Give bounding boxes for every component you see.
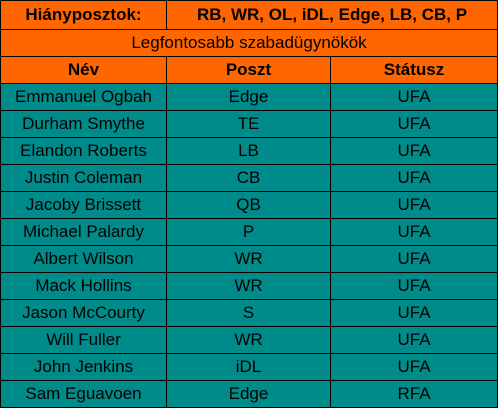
column-header-name: Név [0, 56, 167, 85]
section-title: Legfontosabb szabadügynökök [0, 29, 499, 58]
table-row: Sam Eguavoen Edge RFA [0, 379, 499, 409]
table-row: Jacoby Brissett QB UFA [0, 190, 499, 219]
table-row: Durham Smythe TE UFA [0, 110, 499, 138]
player-status: UFA [329, 137, 499, 165]
player-position: iDL [166, 352, 331, 381]
player-status: UFA [329, 110, 499, 138]
player-status: UFA [329, 190, 499, 219]
player-position: Edge [166, 379, 331, 409]
player-position: QB [166, 190, 331, 219]
player-name: Will Fuller [0, 325, 167, 354]
player-position: Edge [166, 83, 331, 112]
player-name: Justin Coleman [0, 163, 167, 192]
table-row: Justin Coleman CB UFA [0, 163, 499, 192]
player-status: RFA [329, 379, 499, 409]
table-row: Will Fuller WR UFA [0, 325, 499, 354]
table-row: Jason McCourty S UFA [0, 298, 499, 327]
player-position: P [166, 217, 331, 246]
needs-label: Hiányposztok: [0, 0, 167, 31]
table-row: Emmanuel Ogbah Edge UFA [0, 83, 499, 112]
table-row: Albert Wilson WR UFA [0, 244, 499, 273]
player-name: Michael Palardy [0, 217, 167, 246]
player-position: LB [166, 137, 331, 165]
needs-value: RB, WR, OL, iDL, Edge, LB, CB, P [165, 0, 499, 31]
player-status: UFA [329, 325, 499, 354]
player-status: UFA [329, 271, 499, 300]
table-row: John Jenkins iDL UFA [0, 352, 499, 381]
needs-row: Hiányposztok: RB, WR, OL, iDL, Edge, LB,… [0, 0, 499, 31]
player-status: UFA [329, 298, 499, 327]
player-name: John Jenkins [0, 352, 167, 381]
table-row: Elandon Roberts LB UFA [0, 137, 499, 165]
player-position: WR [166, 244, 331, 273]
player-name: Elandon Roberts [0, 137, 167, 165]
player-position: WR [166, 271, 331, 300]
player-name: Albert Wilson [0, 244, 167, 273]
player-status: UFA [329, 83, 499, 112]
player-position: TE [166, 110, 331, 138]
section-title-row: Legfontosabb szabadügynökök [0, 29, 499, 58]
player-position: WR [166, 325, 331, 354]
player-status: UFA [329, 244, 499, 273]
player-name: Jacoby Brissett [0, 190, 167, 219]
player-status: UFA [329, 352, 499, 381]
player-name: Sam Eguavoen [0, 379, 167, 409]
player-position: S [166, 298, 331, 327]
column-header-position: Poszt [166, 56, 331, 85]
column-header-row: Név Poszt Státusz [0, 56, 499, 85]
player-position: CB [166, 163, 331, 192]
player-name: Durham Smythe [0, 110, 167, 138]
table-row: Michael Palardy P UFA [0, 217, 499, 246]
player-name: Mack Hollins [0, 271, 167, 300]
player-name: Emmanuel Ogbah [0, 83, 167, 112]
table-row: Mack Hollins WR UFA [0, 271, 499, 300]
player-status: UFA [329, 217, 499, 246]
player-status: UFA [329, 163, 499, 192]
player-name: Jason McCourty [0, 298, 167, 327]
column-header-status: Státusz [329, 56, 499, 85]
